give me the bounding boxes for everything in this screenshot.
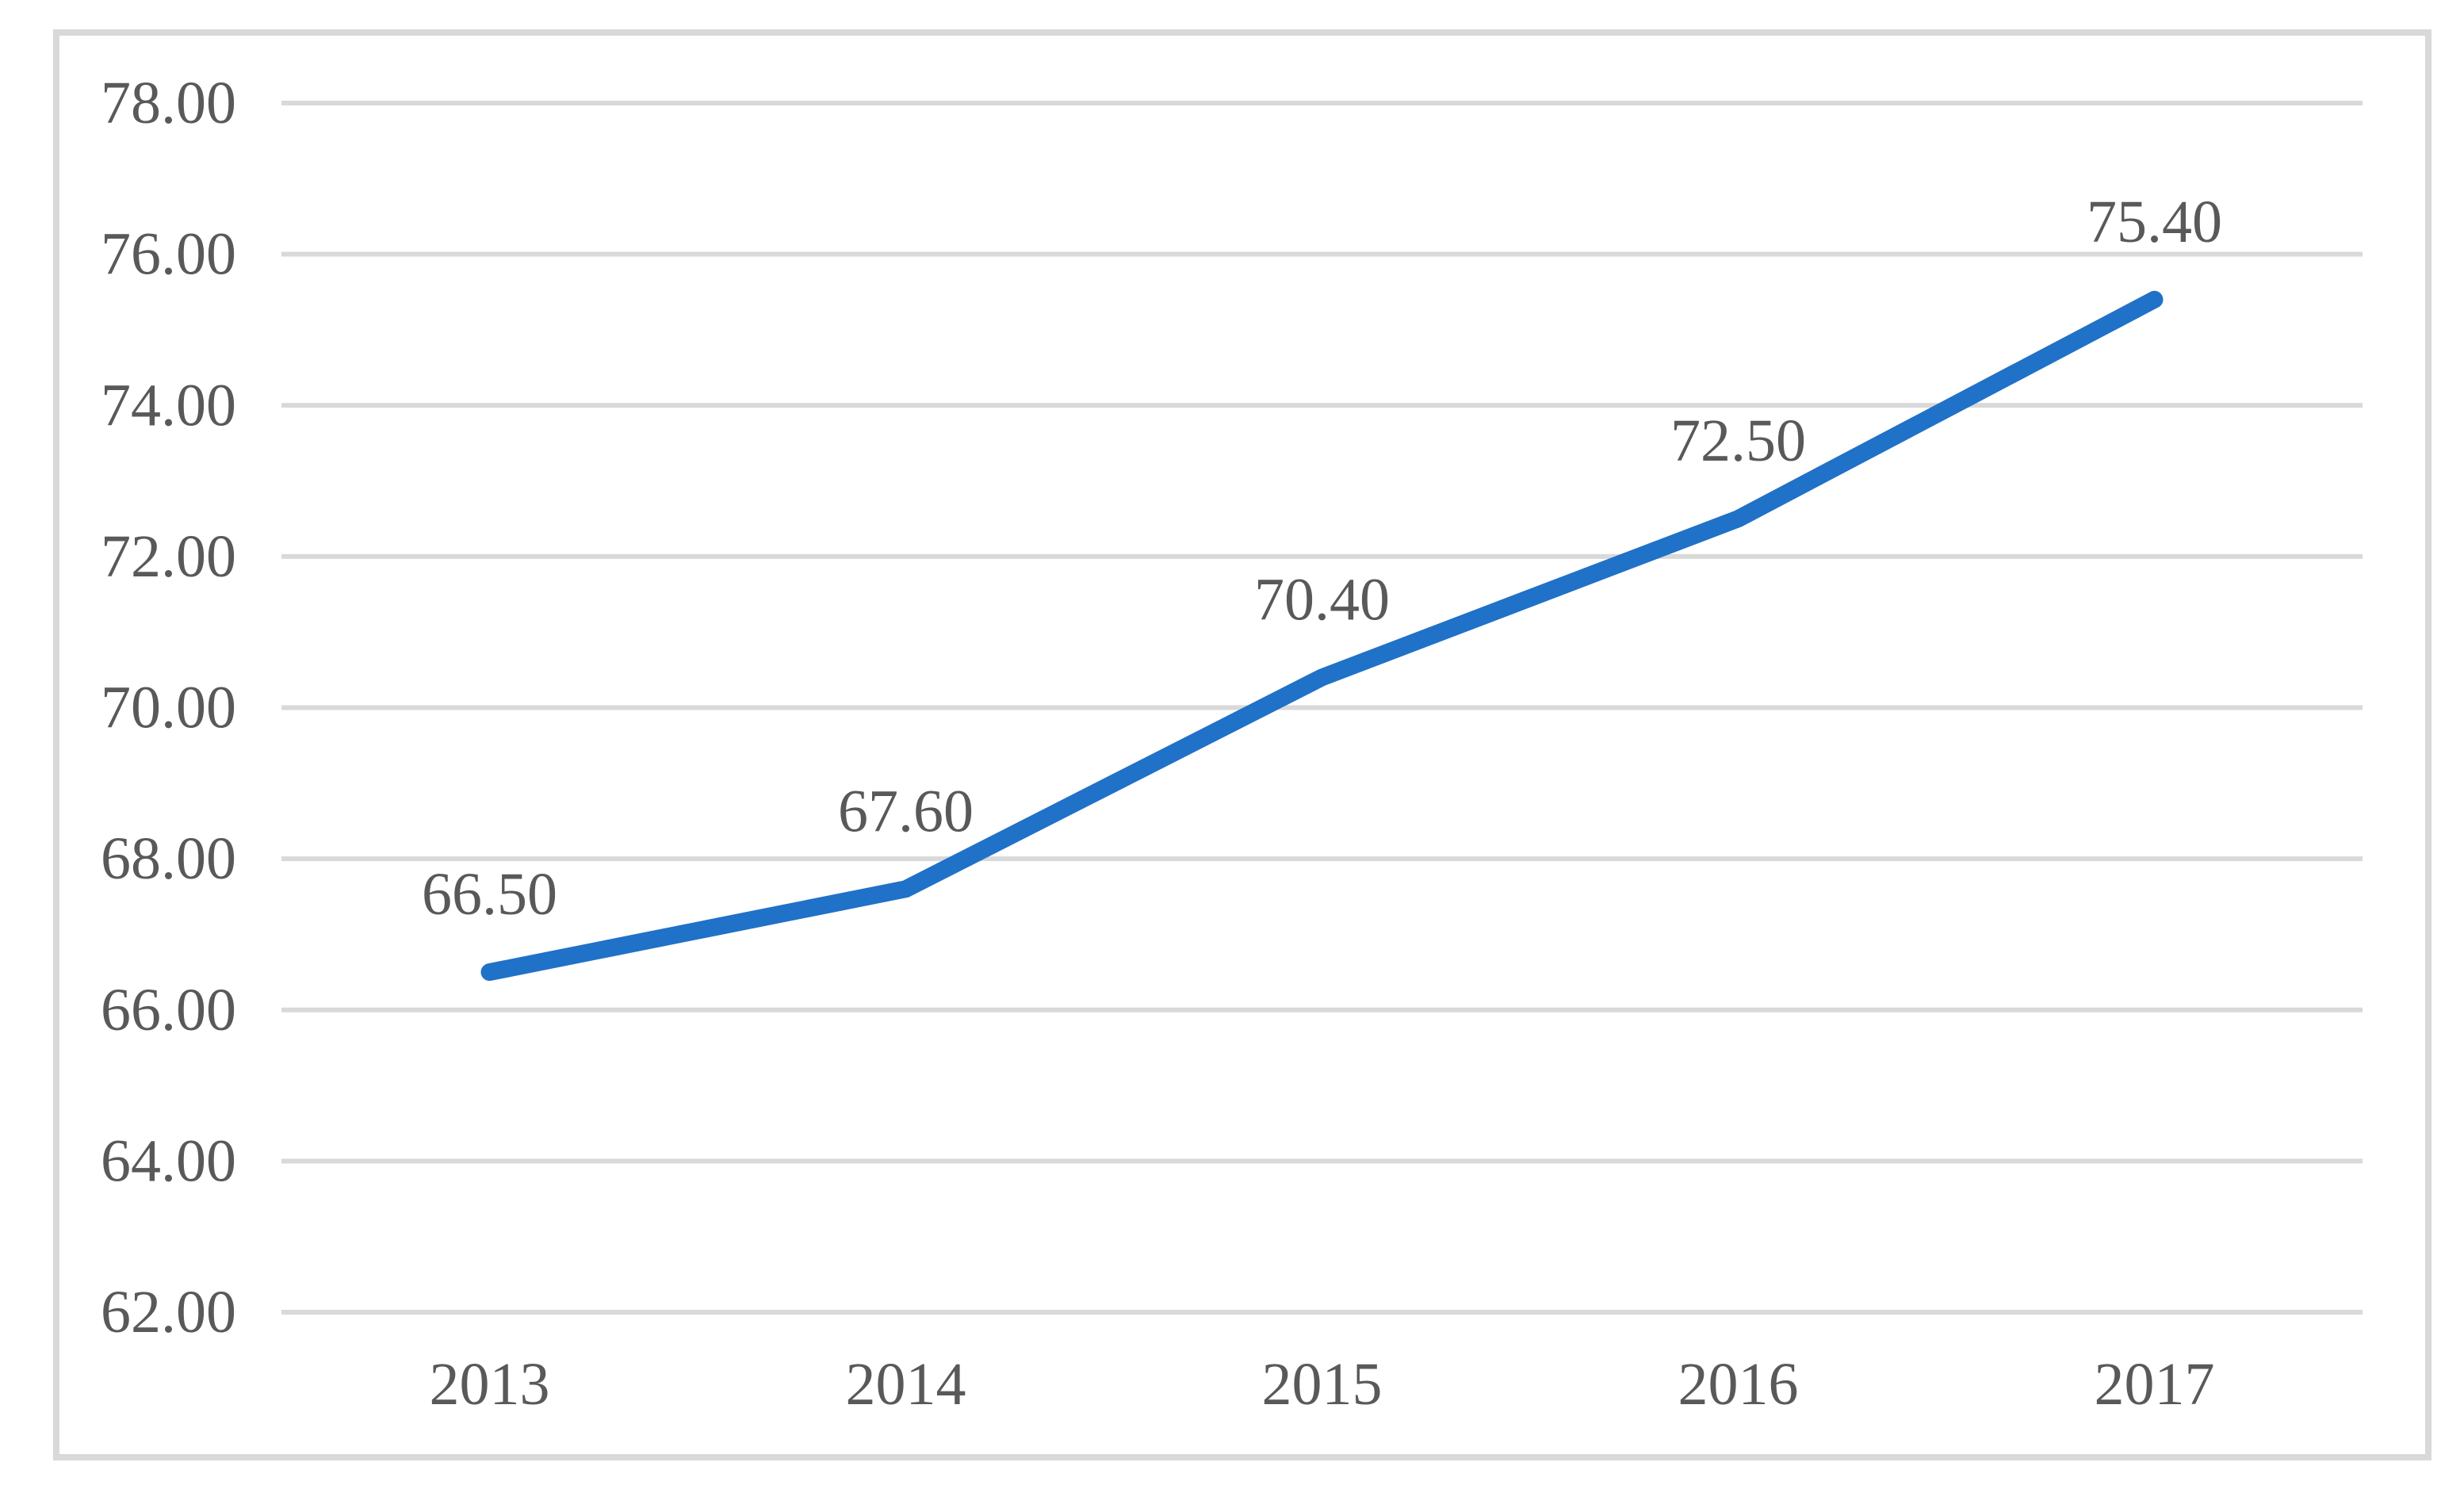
y-axis-tick-label: 64.00 <box>101 1127 236 1194</box>
series-line <box>480 290 2164 982</box>
x-axis-tick-label: 2017 <box>2095 1351 2215 1418</box>
x-axis-tick-label: 2016 <box>1678 1351 1799 1418</box>
x-axis-tick-label: 2015 <box>1262 1351 1383 1418</box>
data-label: 75.40 <box>2087 189 2222 255</box>
y-axis-tick-label: 74.00 <box>101 372 236 438</box>
x-axis-tick-label: 2014 <box>846 1351 966 1418</box>
data-label: 66.50 <box>422 861 557 928</box>
y-axis-tick-label: 62.00 <box>101 1279 236 1345</box>
y-axis-tick-label: 68.00 <box>101 825 236 892</box>
chart-border <box>53 29 2431 1460</box>
data-label: 67.60 <box>838 778 974 844</box>
data-label: 70.40 <box>1254 566 1390 633</box>
y-axis-tick-label: 76.00 <box>101 221 236 288</box>
y-axis-tick-label: 78.00 <box>101 70 236 136</box>
x-axis-tick-label: 2013 <box>430 1351 550 1418</box>
y-axis-tick-label: 72.00 <box>101 523 236 590</box>
data-label: 72.50 <box>1670 408 1806 474</box>
y-axis-tick-label: 70.00 <box>101 675 236 741</box>
y-axis-tick-label: 66.00 <box>101 977 236 1043</box>
